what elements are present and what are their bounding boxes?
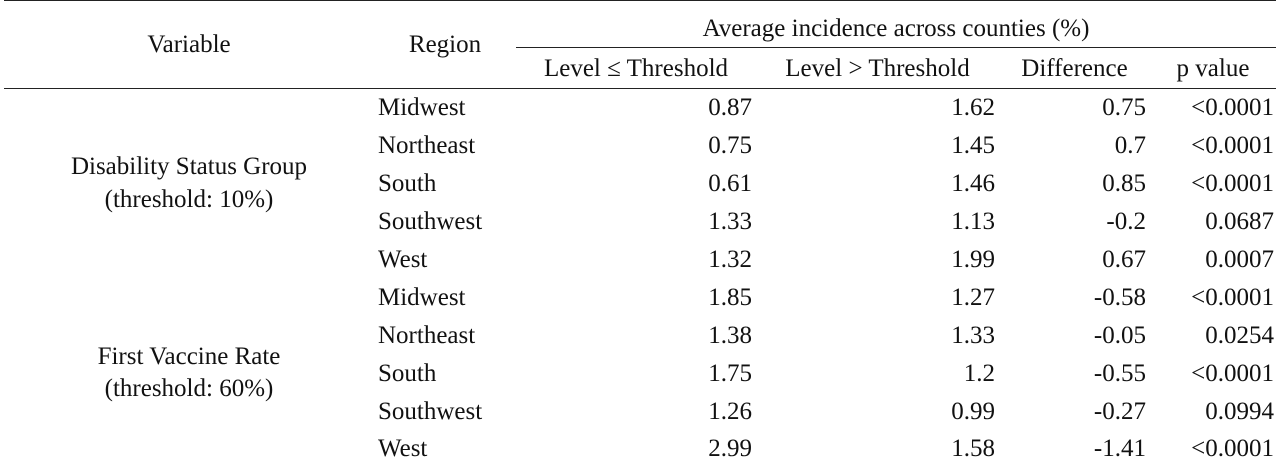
variable-name: Disability Status Group (70, 153, 308, 181)
region-cell: West (378, 246, 428, 273)
region-cell: Northeast (378, 132, 476, 160)
region-cell: Midwest (378, 283, 466, 311)
region-cell: Southwest (378, 397, 483, 425)
table-row: West 1.32 1.99 0.67 0.0007 (4, 241, 1276, 279)
p-value-cell: <0.0001 (1191, 435, 1274, 463)
level-gt-cell: 1.27 (951, 283, 995, 311)
level-le-cell: 0.61 (708, 170, 752, 198)
p-value-cell: <0.0001 (1191, 283, 1274, 311)
table-row: Northeast 1.38 1.33 -0.05 0.0254 (4, 316, 1276, 354)
table-header: Variable Region Average incidence across… (4, 0, 1276, 89)
p-value-cell: <0.0001 (1191, 94, 1274, 122)
region-cell: South (378, 170, 437, 198)
variable-cell: First Vaccine Rate (threshold: 60%) (4, 278, 374, 467)
level-gt-cell: 1.99 (951, 246, 995, 273)
table-row: Southwest 1.33 1.13 -0.2 0.0687 (4, 203, 1276, 241)
level-gt-cell: 1.45 (951, 132, 995, 160)
level-gt-cell: 1.33 (951, 321, 995, 349)
region-cell: Northeast (378, 321, 476, 349)
table-row: Disability Status Group (threshold: 10%) M… (4, 89, 1276, 212)
level-gt-cell: 1.62 (951, 94, 995, 122)
level-gt-cell: 1.13 (951, 208, 995, 236)
difference-cell: 0.67 (1102, 246, 1146, 273)
level-gt-cell: 1.58 (951, 435, 995, 463)
p-value-cell: 0.0687 (1205, 208, 1274, 236)
p-value-cell: 0.0007 (1205, 246, 1274, 273)
region-cell: Midwest (378, 94, 466, 122)
level-le-cell: 0.75 (708, 132, 752, 160)
table-row: Southwest 1.26 0.99 -0.27 0.0994 (4, 392, 1276, 430)
level-le-cell: 2.99 (708, 435, 752, 463)
p-value-cell: 0.0994 (1205, 397, 1274, 425)
level-le-cell: 1.85 (708, 283, 752, 311)
table-row: Northeast 0.75 1.45 0.7 <0.0001 (4, 127, 1276, 165)
difference-cell: -1.41 (1093, 435, 1146, 463)
level-gt-cell: 1.46 (951, 170, 995, 198)
level-gt-threshold-header: Level > Threshold (756, 47, 999, 89)
level-le-cell: 1.33 (708, 208, 752, 236)
table-body: Disability Status Group (threshold: 10%) M… (4, 89, 1276, 468)
level-gt-cell: 0.99 (951, 397, 995, 425)
page: Variable Region Average incidence across… (4, 0, 1276, 461)
region-cell: Southwest (378, 208, 483, 236)
level-le-cell: 1.38 (708, 321, 752, 349)
level-le-cell: 1.32 (708, 246, 752, 273)
variable-header: Variable (4, 0, 374, 89)
p-value-header: p value (1150, 47, 1276, 89)
region-cell: South (378, 359, 437, 387)
level-le-cell: 0.87 (708, 94, 752, 122)
difference-cell: 0.7 (1114, 132, 1146, 160)
incidence-table: Variable Region Average incidence across… (4, 0, 1276, 468)
level-le-threshold-header: Level ≤ Threshold (516, 47, 756, 89)
average-incidence-header: Average incidence across counties (%) (516, 0, 1276, 48)
p-value-cell: <0.0001 (1191, 170, 1274, 198)
difference-cell: -0.58 (1093, 283, 1146, 311)
difference-header: Difference (999, 47, 1150, 89)
region-header: Region (374, 0, 516, 89)
level-le-cell: 1.26 (708, 397, 752, 425)
level-le-cell: 1.75 (708, 359, 752, 387)
variable-cell: Disability Status Group (threshold: 10%) (4, 89, 374, 279)
level-gt-cell: 1.2 (963, 359, 995, 387)
difference-cell: -0.55 (1093, 359, 1146, 387)
variable-name: First Vaccine Rate (97, 342, 281, 370)
difference-cell: -0.05 (1093, 321, 1146, 349)
p-value-cell: <0.0001 (1191, 132, 1274, 160)
difference-cell: -0.2 (1106, 208, 1146, 236)
variable-threshold: (threshold: 60%) (104, 375, 274, 403)
region-cell: West (378, 435, 428, 463)
difference-cell: 0.75 (1102, 94, 1146, 122)
difference-cell: 0.85 (1102, 170, 1146, 198)
table-row: South 1.75 1.2 -0.55 <0.0001 (4, 354, 1276, 392)
variable-threshold: (threshold: 10%) (104, 185, 274, 213)
table-row: South 0.61 1.46 0.85 <0.0001 (4, 165, 1276, 203)
difference-cell: -0.27 (1093, 397, 1146, 425)
p-value-cell: 0.0254 (1205, 321, 1274, 349)
p-value-cell: <0.0001 (1191, 359, 1274, 387)
table-row: First Vaccine Rate (threshold: 60%) Midwes… (4, 278, 1276, 402)
